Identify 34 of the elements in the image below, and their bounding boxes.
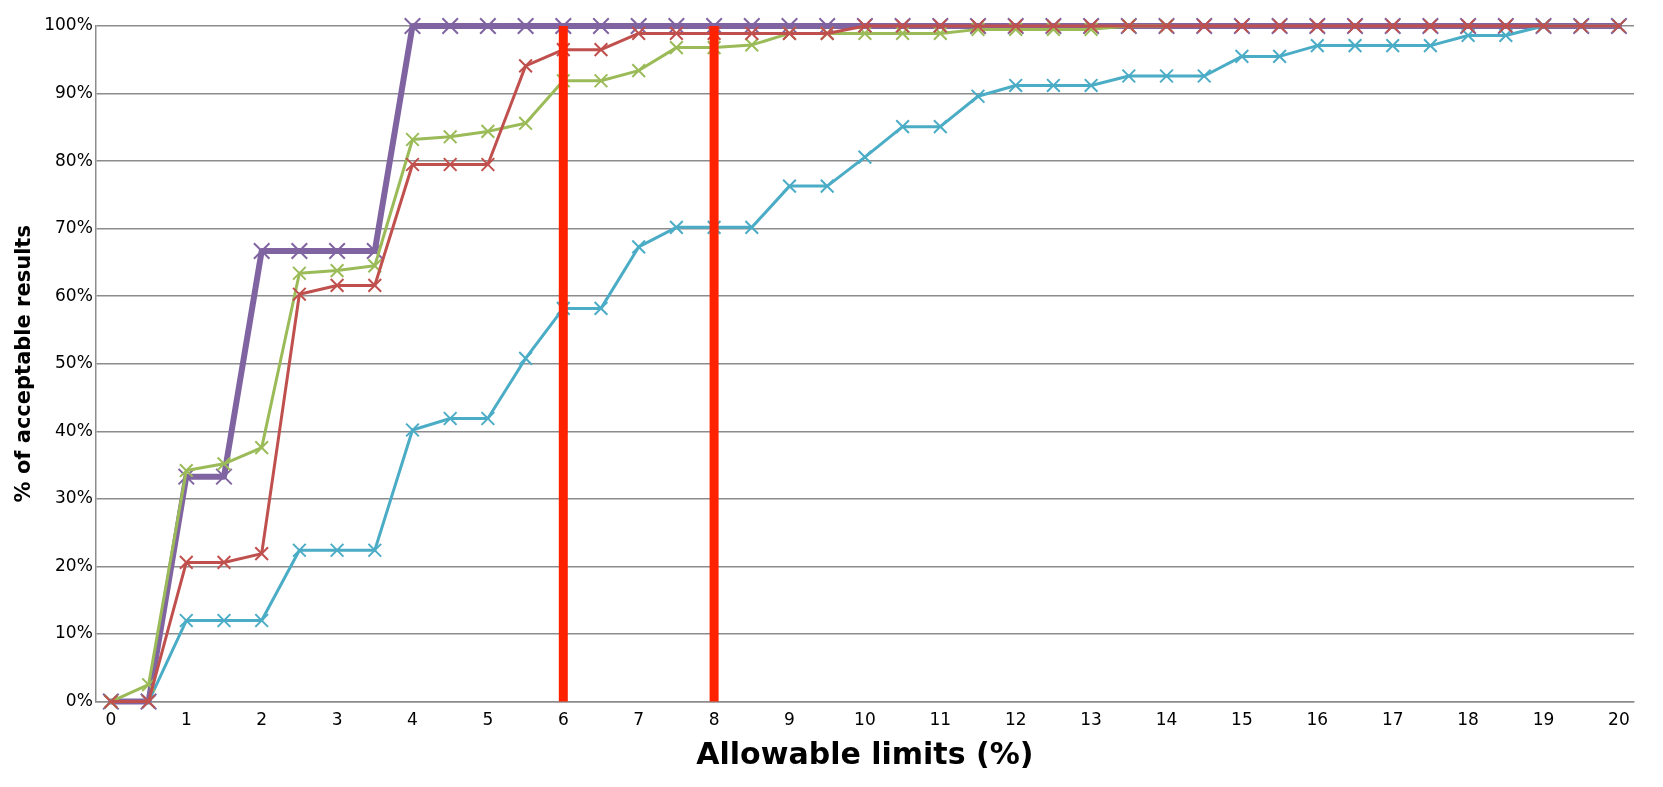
x-tick-label: 3 [331, 709, 343, 730]
y-tick-label: 70% [55, 217, 93, 238]
x-tick-label: 0 [105, 709, 117, 730]
y-tick-label: 0% [65, 690, 93, 711]
x-tick-label: 14 [1155, 709, 1178, 730]
y-tick-label: 30% [55, 487, 93, 508]
y-tick-label: 100% [44, 14, 93, 35]
y-tick-label: 80% [55, 149, 93, 170]
x-tick-label: 5 [482, 709, 494, 730]
x-axis-title: Allowable limits (%) [696, 735, 1034, 771]
y-tick-label: 10% [55, 622, 93, 643]
x-tick-label: 1 [180, 709, 192, 730]
x-tick-label: 19 [1532, 709, 1555, 730]
x-tick-label: 16 [1306, 709, 1329, 730]
x-tick-label: 8 [708, 709, 720, 730]
x-tick-label: 17 [1381, 709, 1404, 730]
x-tick-label: 10 [854, 709, 876, 730]
x-tick-label: 12 [1004, 709, 1027, 730]
x-tick-label: 7 [633, 709, 645, 730]
x-tick-label: 2 [256, 709, 268, 730]
x-tick-label: 15 [1231, 709, 1253, 730]
y-tick-label: 40% [55, 419, 93, 440]
x-tick-label: 6 [557, 709, 569, 730]
x-tick-label: 9 [784, 709, 795, 730]
y-tick-label: 50% [55, 352, 93, 373]
y-axis-title: % of acceptable results [11, 225, 36, 503]
y-tick-label: 20% [55, 554, 93, 575]
x-tick-label: 18 [1457, 709, 1479, 730]
y-tick-label: 60% [55, 284, 93, 305]
x-tick-label: 13 [1080, 709, 1102, 730]
x-tick-label: 4 [407, 709, 418, 730]
y-tick-label: 90% [55, 81, 93, 102]
x-tick-label: 20 [1608, 709, 1630, 730]
x-tick-label: 11 [929, 709, 952, 730]
